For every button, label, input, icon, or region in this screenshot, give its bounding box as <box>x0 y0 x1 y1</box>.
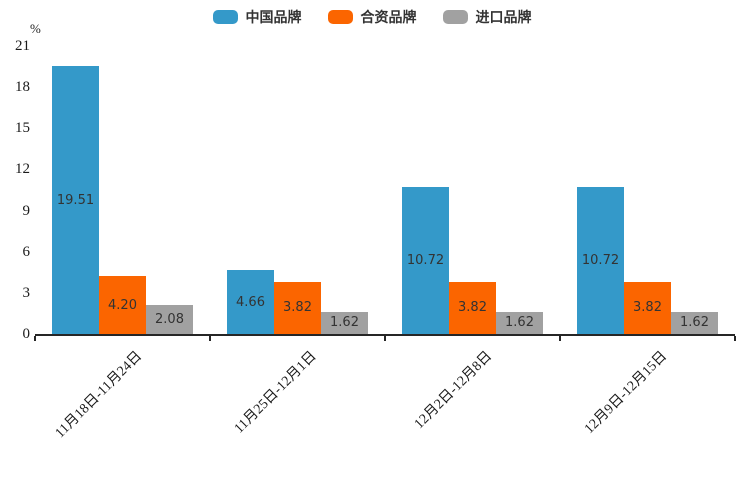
bar-中国品牌-2[interactable] <box>227 270 274 334</box>
bar-中国品牌-1[interactable] <box>52 66 99 334</box>
y-axis-tick-label: 21 <box>15 38 30 54</box>
bar-value-label: 1.62 <box>505 315 534 331</box>
y-axis-tick-label: 3 <box>22 284 31 301</box>
legend-item-series-1[interactable]: 中国品牌 <box>212 7 302 27</box>
bar-合资品牌-1[interactable] <box>99 276 146 334</box>
x-axis-tick <box>384 336 386 341</box>
legend-item-series-3[interactable]: 进口品牌 <box>442 7 532 27</box>
bar-value-label: 19.51 <box>56 192 95 208</box>
x-axis-category-label: 11月18日-11月24日 <box>52 348 145 442</box>
bar-进口品牌-1[interactable] <box>146 305 193 334</box>
legend-swatch-icon <box>327 10 353 24</box>
bar-value-label: 4.66 <box>236 294 265 310</box>
x-axis-tick <box>209 336 211 341</box>
legend-label: 进口品牌 <box>475 10 532 26</box>
bar-进口品牌-2[interactable] <box>321 311 368 334</box>
legend-item-series-2[interactable]: 合资品牌 <box>327 7 417 27</box>
y-axis-tick-label: 9 <box>22 202 31 219</box>
y-axis-tick-label: 12 <box>15 161 30 178</box>
x-axis-category-label: 11月25日-12月1日 <box>232 348 320 437</box>
legend-swatch-icon <box>442 10 468 24</box>
legend-label: 合资品牌 <box>360 10 417 26</box>
bar-value-label: 10.72 <box>581 252 620 268</box>
x-axis-category-label: 12月2日-12月8日 <box>411 348 495 433</box>
bar-value-label: 2.08 <box>155 312 184 328</box>
bar-进口品牌-3[interactable] <box>496 311 543 334</box>
bar-合资品牌-2[interactable] <box>274 281 321 334</box>
bar-value-label: 3.82 <box>633 300 662 316</box>
bar-中国品牌-4[interactable] <box>577 186 624 334</box>
bar-value-label: 3.82 <box>283 300 312 316</box>
x-axis-tick <box>559 336 561 341</box>
chart-legend: 中国品牌 合资品牌 进口品牌 <box>0 7 744 27</box>
bar-中国品牌-3[interactable] <box>402 186 449 334</box>
x-axis-tick <box>34 336 36 341</box>
bar-进口品牌-4[interactable] <box>671 311 718 334</box>
bar-value-label: 3.82 <box>458 300 487 316</box>
bar-value-label: 1.62 <box>330 315 359 331</box>
bar-value-label: 4.20 <box>108 297 137 313</box>
legend-swatch-icon <box>212 10 238 24</box>
x-axis-line <box>35 334 735 336</box>
x-axis-category-label: 12月9日-12月15日 <box>581 348 670 437</box>
legend-label: 中国品牌 <box>245 10 302 26</box>
bar-合资品牌-4[interactable] <box>624 281 671 334</box>
y-axis-tick-label: 6 <box>22 243 31 260</box>
y-axis-tick-label: 15 <box>15 120 30 137</box>
bar-合资品牌-3[interactable] <box>449 281 496 334</box>
bar-value-label: 10.72 <box>406 252 445 268</box>
y-axis-unit-label: % <box>30 21 41 36</box>
y-axis-tick-label: 18 <box>15 79 30 96</box>
y-axis-tick-label: 0 <box>22 326 31 342</box>
x-axis-tick <box>734 336 736 341</box>
bar-value-label: 1.62 <box>680 315 709 331</box>
